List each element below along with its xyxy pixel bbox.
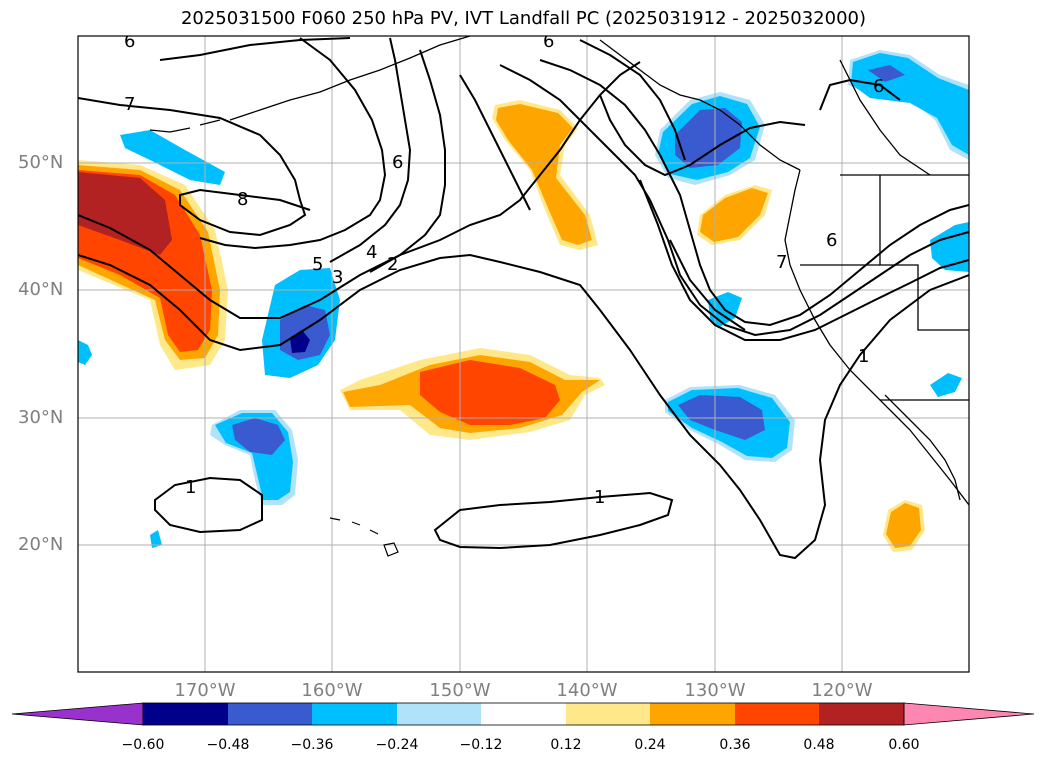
contour-labels: 6 6 7 6 8 6 5 4 3 2 6 7 1 1 1 xyxy=(124,31,884,508)
colorbar-tick-label: 0.36 xyxy=(719,737,751,753)
colorbar-swatch xyxy=(143,703,228,725)
gridlines xyxy=(78,36,969,672)
colorbar-swatch xyxy=(228,703,312,725)
positive-anomaly-baja xyxy=(883,500,925,552)
colorbar-swatch xyxy=(312,703,397,725)
negative-anomaly-canada xyxy=(848,50,969,160)
colorbar-swatch xyxy=(481,703,566,725)
contour-label: 1 xyxy=(185,477,196,498)
colorbar-tick-label: −0.36 xyxy=(290,737,334,753)
lon-label: 160°W xyxy=(301,680,363,701)
contour-label: 7 xyxy=(776,252,787,273)
contour-label: 5 xyxy=(312,254,323,275)
contour-label: 1 xyxy=(594,487,605,508)
contour-label: 6 xyxy=(124,31,135,52)
colorbar-tick-label: 0.48 xyxy=(803,737,835,753)
colorbar-tick-label: −0.12 xyxy=(459,737,503,753)
colorbar-swatch xyxy=(819,703,904,725)
islands xyxy=(149,119,399,557)
lat-label: 30°N xyxy=(18,407,64,428)
colorbar-swatch xyxy=(397,703,481,725)
colorbar-tick-label: 0.60 xyxy=(888,737,920,753)
colorbar xyxy=(11,702,1035,726)
colorbar-frame xyxy=(142,702,905,726)
colorbar-tick-label: −0.48 xyxy=(206,737,250,753)
lon-label: 120°W xyxy=(811,680,873,701)
contour-label: 6 xyxy=(826,230,837,251)
colorbar-tick-label: −0.60 xyxy=(121,737,165,753)
contour-label: 1 xyxy=(858,346,869,367)
colorbar-swatch xyxy=(650,703,735,725)
negative-anomaly-subtropical xyxy=(665,385,795,462)
negative-anomaly-alaska xyxy=(655,92,765,185)
colorbar-swatch xyxy=(566,703,650,725)
lon-label: 170°W xyxy=(174,680,236,701)
lon-label: 130°W xyxy=(684,680,746,701)
lat-label: 50°N xyxy=(18,152,64,173)
positive-anomaly-northeast xyxy=(697,185,772,245)
colorbar-tick-label: 0.24 xyxy=(634,737,666,753)
contour-label: 4 xyxy=(366,242,377,263)
positive-anomaly-gulf xyxy=(492,100,598,250)
lon-label: 150°W xyxy=(429,680,491,701)
colorbar-extend-high xyxy=(903,702,1035,726)
colorbar-swatch xyxy=(735,703,819,725)
contour-label: 6 xyxy=(873,76,884,97)
contour-label: 7 xyxy=(124,94,135,115)
colorbar-tick-label: −0.24 xyxy=(375,737,419,753)
negative-anomaly-160w xyxy=(262,268,340,378)
colorbar-extend-low xyxy=(11,702,144,726)
negative-anomaly-165w xyxy=(210,410,298,505)
map-title: 2025031500 F060 250 hPa PV, IVT Landfall… xyxy=(180,8,867,29)
contour-label: 2 xyxy=(387,254,398,275)
colorbar-tick-label: 0.12 xyxy=(550,737,582,753)
contour-label: 6 xyxy=(392,152,403,173)
lat-label: 20°N xyxy=(18,534,64,555)
lat-label: 40°N xyxy=(18,279,64,300)
coastlines xyxy=(229,36,969,506)
pv-contours xyxy=(78,37,969,560)
lon-label: 140°W xyxy=(556,680,618,701)
positive-anomaly-central xyxy=(340,348,605,440)
map-frame xyxy=(77,35,970,673)
contour-label: 3 xyxy=(332,267,343,288)
contour-label: 6 xyxy=(543,31,554,52)
contour-label: 8 xyxy=(237,189,248,210)
